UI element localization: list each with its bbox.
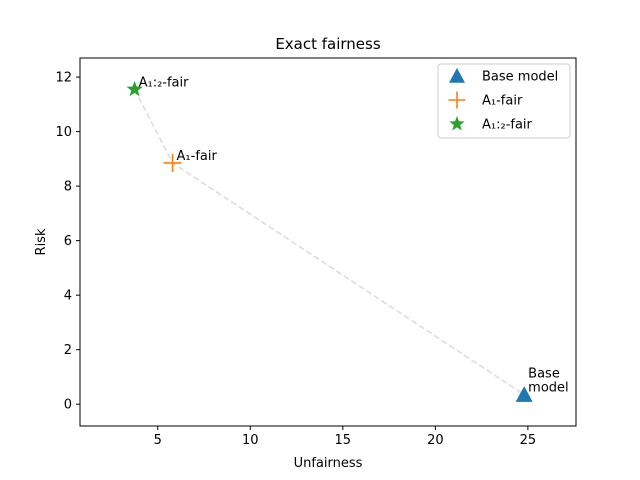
x-tick-label: 20 xyxy=(427,433,444,448)
point-annotation: Base xyxy=(528,367,560,382)
point-annotation: model xyxy=(528,381,568,396)
legend: Base model A₁-fair A₁:₂-fair xyxy=(437,63,571,139)
point-annotation: A₁-fair xyxy=(177,149,218,164)
x-tick-label: 10 xyxy=(242,433,259,448)
data-markers xyxy=(126,80,533,402)
legend-marker-star xyxy=(449,116,465,131)
marker-star xyxy=(126,80,143,97)
x-axis-ticks: 5 10 15 20 25 xyxy=(154,426,537,448)
x-axis-label: Unfairness xyxy=(294,456,363,471)
y-tick-label: 2 xyxy=(64,343,72,358)
x-tick-label: 25 xyxy=(520,433,537,448)
legend-label: A₁:₂-fair xyxy=(482,118,533,133)
y-tick-label: 12 xyxy=(55,71,72,86)
legend-frame xyxy=(437,63,571,139)
point-annotation: A₁:₂-fair xyxy=(139,75,190,90)
y-tick-label: 8 xyxy=(64,180,72,195)
y-axis-ticks: 0 2 4 6 8 10 12 xyxy=(55,71,80,413)
marker-triangle xyxy=(515,386,533,402)
legend-marker-triangle xyxy=(449,68,465,83)
legend-label: Base model xyxy=(482,70,558,85)
chart-title: Exact fairness xyxy=(275,35,381,53)
marker-plus xyxy=(163,153,182,172)
y-tick-label: 6 xyxy=(64,234,72,249)
legend-marker-plus xyxy=(448,91,466,109)
y-tick-label: 10 xyxy=(55,125,72,140)
x-tick-label: 5 xyxy=(154,433,162,448)
y-axis-label: Risk xyxy=(34,228,49,255)
y-tick-label: 4 xyxy=(64,289,72,304)
y-tick-label: 0 xyxy=(64,398,72,413)
x-tick-label: 15 xyxy=(335,433,352,448)
legend-label: A₁-fair xyxy=(482,94,523,109)
